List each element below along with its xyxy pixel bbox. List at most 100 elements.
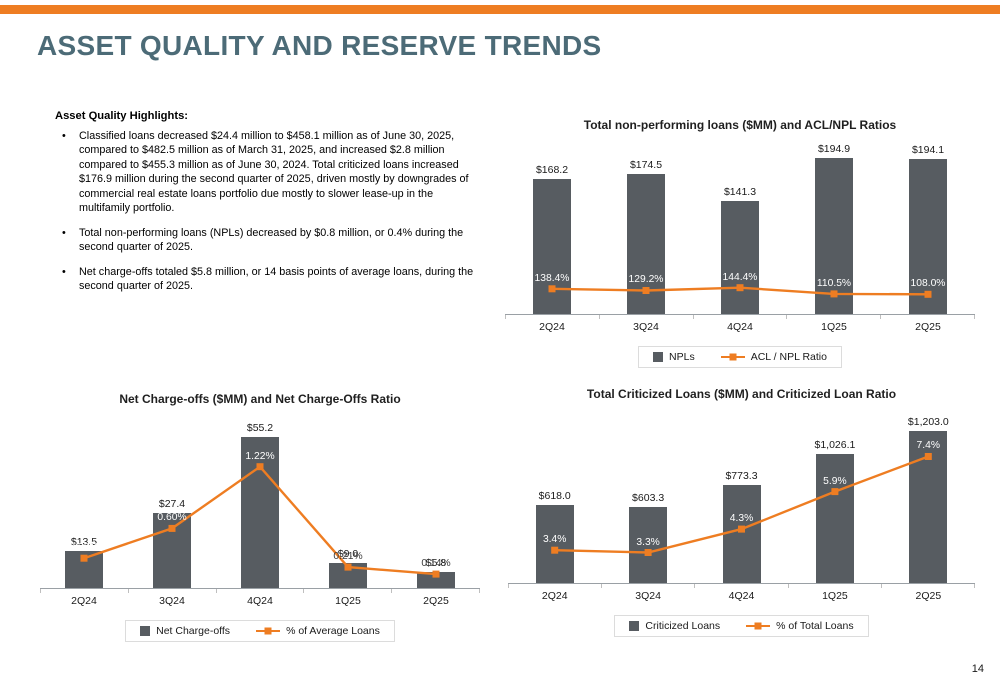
line-value-label: 110.5% (816, 277, 852, 289)
x-axis-label: 1Q25 (821, 321, 847, 333)
legend-label: NPLs (669, 351, 695, 363)
line-value-label: 1.22% (245, 450, 275, 462)
bar: $1,026.1 (814, 439, 855, 583)
bar: $5.8 (417, 557, 455, 588)
legend-label: ACL / NPL Ratio (750, 351, 827, 363)
x-axis-label: 4Q24 (728, 590, 755, 602)
axis-tick (40, 589, 128, 593)
chart-plot-area: $168.2 $174.5 $141.3 $194.9 $194.1 138.4% 129.… (505, 143, 975, 315)
top-accent-bar (0, 5, 1000, 14)
x-axis-label: 1Q25 (822, 590, 848, 602)
line-value-label: 108.0% (910, 278, 946, 290)
axis-tick (692, 315, 787, 319)
axis-tick (127, 589, 216, 593)
bar: $168.2 (533, 164, 571, 314)
axis-tick (880, 584, 976, 588)
highlights-heading: Asset Quality Highlights: (55, 110, 189, 122)
line-value-label: 4.3% (729, 513, 754, 525)
line-value-label: 0.60% (157, 512, 187, 524)
bar: $194.9 (815, 143, 853, 314)
legend-item-line: % of Average Loans (256, 625, 380, 637)
line-value-label: 5.9% (823, 475, 847, 487)
legend-item-bar: Criticized Loans (629, 620, 720, 632)
line-marker-icon (746, 622, 771, 631)
bar-swatch-icon (629, 621, 640, 631)
bar: $27.4 (153, 498, 191, 588)
axis-tick (508, 584, 601, 588)
bar-value-label: $618.0 (538, 490, 571, 503)
bar: $1,203.0 (908, 416, 949, 583)
highlight-bullet: Total non-performing loans (NPLs) decrea… (55, 226, 483, 255)
chart-title: Total Criticized Loans ($MM) and Critici… (586, 387, 897, 401)
x-axis-label: 3Q24 (635, 590, 661, 602)
axis-tick (215, 589, 304, 593)
line-value-label: 0.30% (69, 542, 99, 554)
line-marker-icon (256, 627, 281, 636)
chart-bar-slot: $773.3 (695, 419, 788, 583)
bar-swatch-icon (140, 626, 151, 636)
x-axis-label: 2Q25 (915, 590, 942, 602)
chart-bar-slot: $603.3 (601, 419, 694, 583)
chart-bar-slot: $174.5 (599, 150, 693, 314)
x-axis-label: 2Q24 (71, 595, 97, 607)
x-axis-label: 2Q25 (423, 595, 449, 607)
chart-non-performing-loans: Total non-performing loans ($MM) and ACL… (505, 118, 975, 368)
legend-item-bar: Net Charge-offs (140, 625, 230, 637)
x-axis-ticks (40, 589, 480, 593)
line-value-label: 144.4% (722, 271, 758, 283)
line-value-label: 129.2% (628, 274, 664, 286)
bar-value-label: $194.9 (817, 143, 851, 156)
line-value-label: 3.3% (636, 536, 660, 548)
axis-tick (505, 315, 599, 319)
chart-bar-slot: $55.2 (216, 422, 304, 588)
bar-value-label: $773.3 (725, 470, 758, 483)
chart-bar-slot: $9.0 (304, 424, 392, 588)
bar-value-label: $603.3 (632, 491, 665, 504)
highlight-bullet: Classified loans decreased $24.4 million… (55, 129, 483, 216)
chart-legend: NPLs ACL / NPL Ratio (638, 346, 842, 368)
legend-item-bar: NPLs (653, 351, 695, 363)
chart-bar-slot: $194.9 (787, 143, 881, 314)
bar-value-label: $27.4 (158, 498, 186, 511)
axis-tick (303, 589, 391, 593)
chart-bar-slot: $618.0 (508, 419, 601, 583)
legend-label: Net Charge-offs (156, 625, 231, 637)
chart-net-charge-offs: Net Charge-offs ($MM) and Net Charge-Off… (40, 392, 480, 642)
bar: $174.5 (627, 159, 665, 314)
x-axis-labels: 2Q24 3Q24 4Q24 1Q25 2Q25 (40, 595, 480, 607)
bar-value-label: $141.3 (723, 185, 757, 198)
axis-tick (601, 584, 694, 588)
square-marker-icon (754, 622, 762, 630)
x-axis-label: 1Q25 (335, 595, 361, 607)
x-axis-label: 4Q24 (727, 321, 753, 333)
line-value-label: 7.4% (916, 440, 941, 452)
chart-title: Net Charge-offs ($MM) and Net Charge-Off… (119, 392, 401, 406)
legend-label: % of Total Loans (776, 620, 854, 632)
x-axis-label: 2Q24 (541, 590, 568, 602)
legend-label: Criticized Loans (645, 620, 721, 632)
axis-tick (598, 315, 693, 319)
legend-item-line: % of Total Loans (746, 620, 854, 632)
axis-tick (880, 315, 975, 319)
chart-bar-slot: $13.5 (40, 424, 128, 588)
chart-legend: Net Charge-offs % of Average Loans (125, 620, 395, 642)
bar-value-label: $1,026.1 (814, 438, 856, 451)
axis-tick (694, 584, 787, 588)
page-title: ASSET QUALITY AND RESERVE TRENDS (37, 30, 602, 61)
x-axis-ticks (505, 315, 975, 319)
bar-value-label: $168.2 (535, 164, 569, 177)
bar: $773.3 (722, 470, 761, 583)
axis-tick (786, 315, 880, 319)
x-axis-label: 2Q25 (915, 321, 941, 333)
chart-plot-area: $13.5 $27.4 $55.2 $9.0 $5.8 0.30% 0.60% 1.22% 0.… (40, 422, 480, 589)
bar: $13.5 (65, 536, 103, 588)
square-marker-icon (264, 627, 272, 635)
bar-value-label: $1,203.0 (907, 416, 949, 429)
highlight-bullet: Net charge-offs totaled $5.8 million, or… (55, 265, 483, 294)
chart-bar-slot: $27.4 (128, 424, 216, 588)
chart-bar-slot: $168.2 (505, 150, 599, 314)
chart-plot-area: $618.0 $603.3 $773.3 $1,026.1 $1,203.0 3.4% 3.… (508, 416, 975, 584)
chart-bar-slot: $194.1 (881, 144, 975, 314)
square-marker-icon (729, 353, 737, 361)
